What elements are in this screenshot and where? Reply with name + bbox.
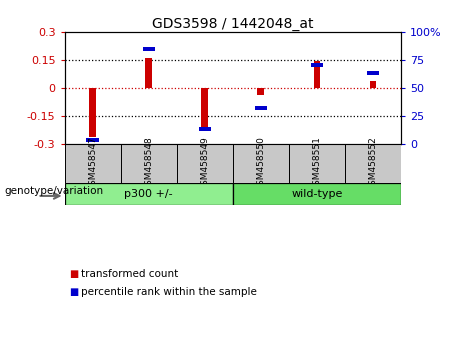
Bar bbox=[289, 144, 345, 183]
Text: GSM458548: GSM458548 bbox=[144, 136, 153, 191]
Bar bbox=[345, 144, 401, 183]
Text: GSM458547: GSM458547 bbox=[88, 136, 97, 191]
Text: transformed count: transformed count bbox=[81, 269, 178, 279]
Bar bbox=[313, 61, 320, 88]
Bar bbox=[142, 47, 155, 51]
Text: ■: ■ bbox=[69, 287, 78, 297]
Bar bbox=[89, 88, 96, 137]
Bar bbox=[201, 88, 208, 129]
Bar bbox=[254, 106, 267, 110]
Bar bbox=[121, 144, 177, 183]
Bar bbox=[311, 63, 323, 68]
Bar bbox=[65, 183, 233, 205]
Bar bbox=[258, 88, 264, 95]
Text: p300 +/-: p300 +/- bbox=[124, 189, 173, 199]
Title: GDS3598 / 1442048_at: GDS3598 / 1442048_at bbox=[152, 17, 313, 31]
Bar bbox=[370, 81, 376, 88]
Text: genotype/variation: genotype/variation bbox=[5, 185, 104, 196]
Text: GSM458550: GSM458550 bbox=[256, 136, 266, 191]
Text: wild-type: wild-type bbox=[291, 189, 343, 199]
Bar bbox=[233, 144, 289, 183]
Text: GSM458552: GSM458552 bbox=[368, 136, 378, 191]
Bar bbox=[233, 183, 401, 205]
Bar bbox=[177, 144, 233, 183]
Text: GSM458549: GSM458549 bbox=[200, 136, 209, 191]
Bar bbox=[367, 71, 379, 75]
Bar bbox=[145, 58, 152, 88]
Text: ■: ■ bbox=[69, 269, 78, 279]
Text: GSM458551: GSM458551 bbox=[313, 136, 321, 191]
Bar bbox=[65, 144, 121, 183]
Bar bbox=[199, 127, 211, 131]
Text: percentile rank within the sample: percentile rank within the sample bbox=[81, 287, 257, 297]
Bar bbox=[86, 138, 99, 142]
